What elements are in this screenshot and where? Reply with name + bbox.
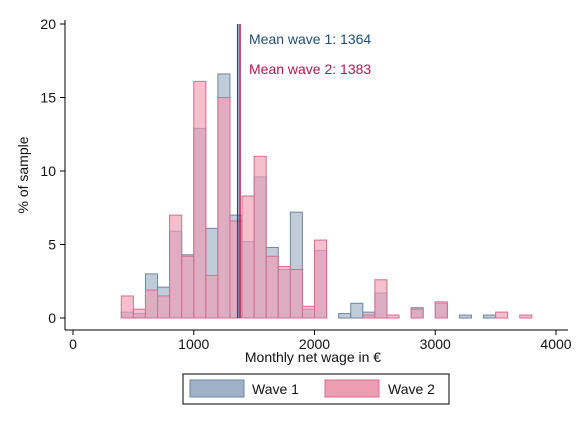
- y-tick-label-10: 10: [40, 163, 56, 179]
- bar-wave-2-650: [144, 289, 159, 319]
- bar-wave-1-3250: [458, 314, 472, 319]
- y-tick-label-15: 15: [40, 90, 56, 106]
- bar-wave-2-1250: [217, 97, 231, 319]
- legend: Wave 1 Wave 2: [182, 373, 450, 405]
- y-axis-title: % of sample: [15, 136, 31, 213]
- bar-wave-2-550: [132, 308, 146, 319]
- legend-box: [182, 373, 450, 405]
- y-tick-label-5: 5: [48, 237, 56, 253]
- bar-wave-1-2350: [350, 302, 364, 319]
- bar-wave-1-2250: [338, 313, 352, 319]
- bar-wave-2-2550: [374, 279, 388, 319]
- x-axis-title: Monthly net wage in €: [245, 349, 381, 365]
- bar-wave-2-1850: [289, 268, 303, 319]
- x-tick-label-0: 0: [69, 336, 77, 352]
- bar-wave-2-2450: [362, 314, 376, 319]
- bar-wave-2-1450: [241, 195, 255, 319]
- x-tick-label-4000: 4000: [540, 336, 571, 352]
- bars-layer: [120, 73, 533, 319]
- bar-wave-2-3750: [519, 314, 533, 319]
- bar-wave-2-3550: [495, 311, 509, 319]
- bar-wave-2-2850: [410, 308, 424, 319]
- bar-wave-2-1750: [277, 266, 291, 319]
- bar-wave-2-750: [157, 295, 171, 319]
- mean-wave-1-label: Mean wave 1: 1364: [249, 31, 371, 47]
- bar-wave-2-1950: [301, 305, 316, 319]
- x-tick-label-2000: 2000: [299, 336, 330, 352]
- bar-wave-2-2650: [386, 314, 400, 319]
- x-tick-label-3000: 3000: [420, 336, 451, 352]
- bar-wave-2-850: [169, 214, 183, 319]
- x-ticks: 0 1000 2000 3000 4000: [69, 330, 572, 352]
- bar-wave-2-1050: [193, 80, 207, 319]
- y-tick-label-20: 20: [40, 16, 56, 32]
- legend-swatch-wave-2: [324, 379, 380, 398]
- bar-wave-2-1150: [205, 274, 219, 319]
- mean-wave-2-label: Mean wave 2: 1383: [249, 61, 371, 77]
- bar-wave-2-2050: [314, 239, 328, 319]
- x-tick-label-1000: 1000: [178, 336, 209, 352]
- legend-label-wave-1: Wave 1: [252, 381, 299, 397]
- y-tick-label-0: 0: [48, 310, 56, 326]
- y-ticks: 0 5 10 15 20: [40, 16, 65, 326]
- bar-wave-2-1650: [265, 255, 279, 319]
- bar-wave-2-950: [181, 255, 195, 319]
- bar-wave-1-3450: [483, 314, 497, 319]
- bar-wave-2-450: [120, 295, 134, 319]
- legend-swatch-wave-1: [189, 379, 245, 398]
- bar-wave-2-3050: [434, 301, 448, 319]
- legend-label-wave-2: Wave 2: [388, 381, 435, 397]
- mean-lines-layer: [236, 24, 241, 318]
- bar-wave-2-1550: [253, 155, 267, 319]
